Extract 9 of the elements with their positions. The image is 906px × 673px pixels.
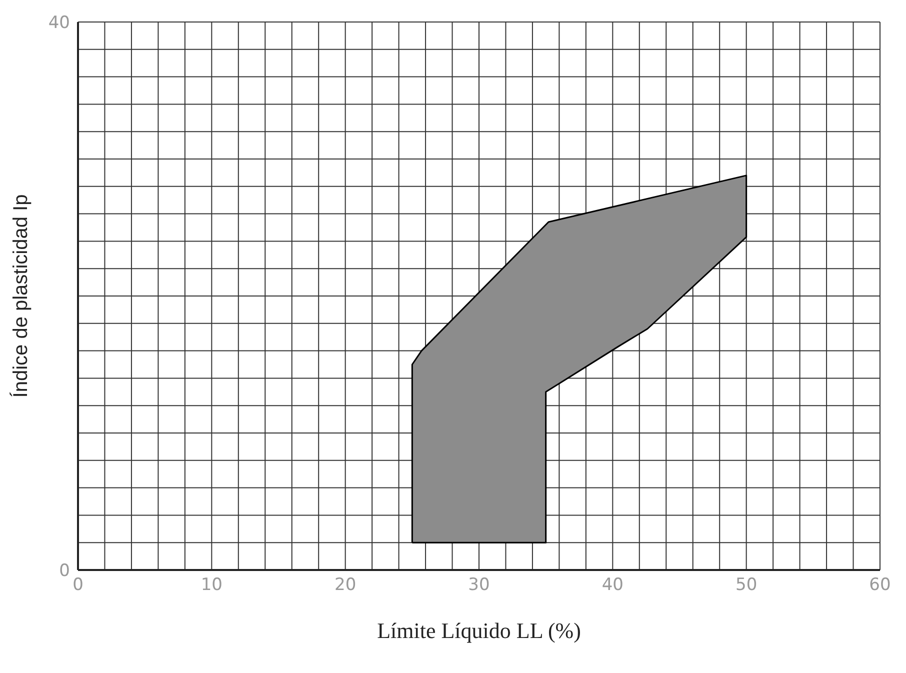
x-tick-label: 50 (736, 575, 758, 596)
x-tick-label: 10 (200, 575, 222, 596)
y-axis-title: Índice de plasticidad Ip (9, 194, 32, 398)
x-tick-label: 60 (869, 575, 891, 596)
x-axis-title: Límite Líquido LL (%) (377, 618, 581, 643)
x-tick-label: 30 (468, 575, 490, 596)
x-tick-label: 20 (334, 575, 356, 596)
x-tick-label: 0 (72, 575, 84, 596)
x-tick-label: 40 (602, 575, 624, 596)
